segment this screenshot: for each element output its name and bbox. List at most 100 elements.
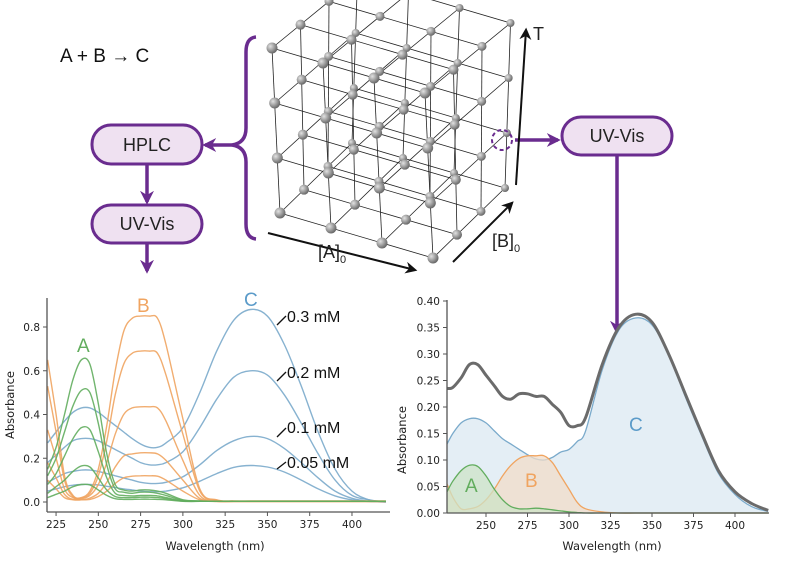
x-tick-label: 400 [342, 519, 362, 531]
sample-point-sphere [266, 42, 278, 54]
uvvis-left-label: UV-Vis [120, 214, 175, 234]
sample-point-sphere [350, 199, 360, 210]
x-tick-label: 375 [683, 520, 703, 532]
total-spectrum-line [446, 312, 769, 512]
sample-point-sphere [297, 129, 308, 140]
sample-point-sphere [450, 174, 461, 185]
sample-point-sphere [324, 51, 334, 61]
hplc-label: HPLC [123, 135, 171, 155]
axis-t-label: T [533, 24, 544, 44]
y-tick-label: 0.15 [417, 429, 440, 441]
y-tick-label: 0.00 [417, 508, 440, 520]
axis-t-arrow [515, 27, 532, 186]
sample-point-sphere [376, 237, 388, 249]
sample-point-sphere [402, 44, 411, 52]
sample-point-sphere [348, 144, 359, 155]
sample-point-sphere [476, 151, 486, 161]
sample-point-sphere [351, 29, 360, 37]
sample-point-sphere [501, 184, 509, 192]
sample-point-sphere [452, 229, 462, 240]
area-fill-b [447, 455, 769, 514]
reaction-equation: A + B → C [60, 46, 149, 67]
sample-point-sphere [448, 64, 459, 75]
y-tick-label: 0.35 [417, 323, 440, 335]
flow-arrows [140, 35, 624, 335]
x-tick-label: 275 [131, 519, 151, 531]
hplc-box: HPLC [90, 123, 204, 166]
sample-point-sphere [426, 26, 436, 36]
uvvis-right-label: UV-Vis [590, 126, 645, 146]
label-b-left: B [137, 296, 150, 317]
sample-point-sphere [295, 19, 306, 30]
sample-point-sphere [401, 214, 411, 225]
sample-point-sphere [322, 167, 334, 179]
y-tick-label: 0.6 [23, 366, 40, 378]
x-tick-label: 250 [476, 520, 496, 532]
sample-point-sphere [375, 66, 385, 76]
sample-point-sphere [476, 206, 486, 216]
sample-point-sphere [317, 57, 329, 69]
chart-right-deconvolution: 250 275 300 325 350 375 400 0.00 0.05 0.10 0.15 0.2… [417, 296, 769, 532]
axis-b-label: [B]0 [492, 231, 520, 255]
y-tick-label: 0.4 [23, 410, 40, 422]
sample-point-sphere [506, 19, 515, 27]
sample-point-sphere [453, 59, 462, 67]
x-tick-label: 350 [642, 520, 662, 532]
label-conc-0-2: 0.2 mM [287, 365, 340, 382]
y-tick-label: 0.0 [23, 497, 40, 509]
cube-grid-lines [271, 0, 511, 259]
axis-a-label: [A]0 [318, 242, 346, 266]
x-tick-label: 300 [173, 519, 193, 531]
sample-point-sphere [477, 41, 487, 51]
sample-point-sphere [325, 222, 337, 234]
experiment-grid-cube [266, 0, 515, 264]
x-tick-label: 275 [517, 520, 537, 532]
sample-point-sphere [320, 112, 332, 124]
y-tick-label: 0.20 [417, 402, 440, 414]
sample-point-sphere [426, 81, 436, 91]
label-c-right: C [629, 415, 643, 436]
x-tick-label: 225 [46, 519, 66, 531]
series-line-a [47, 483, 386, 503]
y-tick-label: 0.30 [417, 349, 440, 361]
sample-point-sphere [397, 49, 408, 60]
sample-point-sphere [371, 127, 383, 139]
label-a-right: A [465, 476, 478, 497]
uvvis-left-box: UV-Vis [90, 203, 204, 245]
y-tick-label: 0.2 [23, 453, 40, 465]
sample-point-sphere [274, 207, 286, 219]
axis-b-arrow [452, 201, 514, 263]
x-tick-label: 400 [725, 520, 745, 532]
sample-point-sphere [296, 74, 307, 85]
series-line-c-0-2-mM [47, 370, 386, 503]
y-tick-label: 0.8 [23, 322, 40, 334]
left-y-axis-title: Absorbance [3, 371, 17, 439]
sample-point-sphere [398, 104, 409, 115]
selected-point-marker [491, 129, 513, 151]
sample-point-sphere [375, 11, 385, 21]
label-b-right: B [525, 471, 538, 492]
cube-sample-points [266, 0, 515, 264]
brace [231, 35, 257, 241]
x-tick-label: 325 [600, 520, 620, 532]
sample-point-sphere [424, 197, 436, 209]
sample-point-sphere [299, 184, 309, 195]
left-x-axis-title: Wavelength (nm) [165, 539, 264, 553]
label-c-left: C [244, 290, 258, 311]
sample-point-sphere [368, 72, 380, 84]
sample-point-sphere [347, 89, 358, 100]
sample-point-sphere [427, 252, 439, 264]
label-conc-0-05: 0.05 mM [287, 455, 349, 472]
cube-axes: [A]0 [B]0 T [267, 24, 544, 274]
chart-left-spectra: 225 250 275 300 325 350 375 400 0.0 0.2 0.4 0.6 0.8 [23, 298, 390, 531]
x-tick-label: 350 [257, 519, 277, 531]
sample-point-sphere [504, 74, 513, 82]
sample-point-sphere [419, 87, 431, 99]
sample-point-sphere [271, 152, 283, 164]
x-tick-label: 250 [88, 519, 108, 531]
series-line-c-0-1-mM [47, 435, 386, 503]
x-tick-label: 375 [300, 519, 320, 531]
sample-point-sphere [477, 96, 487, 106]
uvvis-right-box: UV-Vis [560, 115, 674, 157]
y-tick-label: 0.25 [417, 376, 440, 388]
